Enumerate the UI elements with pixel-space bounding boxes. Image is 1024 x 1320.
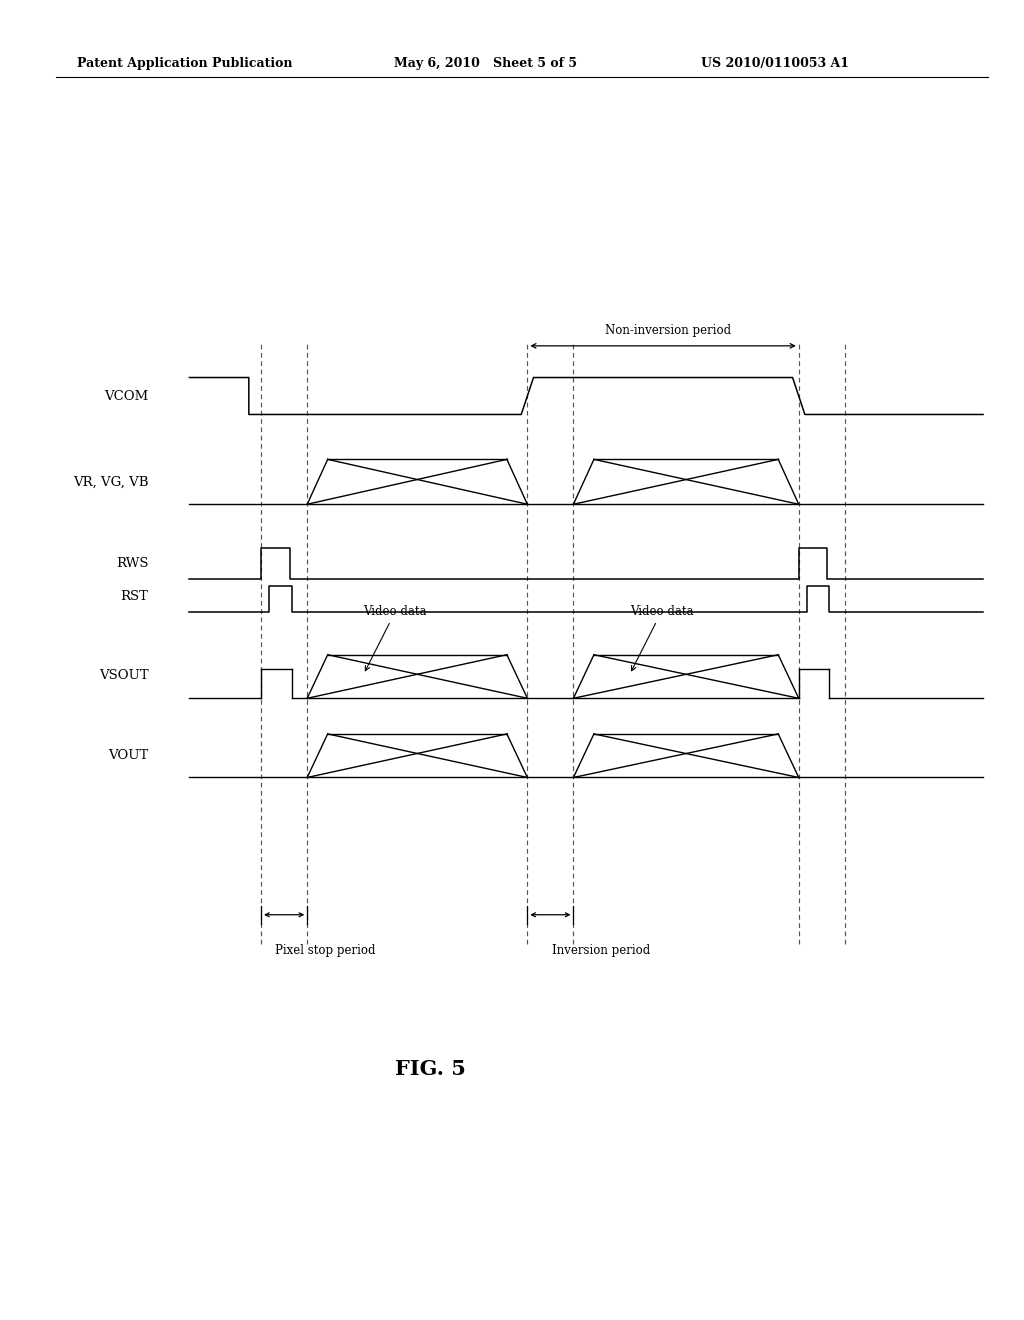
Text: Non-inversion period: Non-inversion period	[605, 323, 731, 337]
Text: Pixel stop period: Pixel stop period	[274, 944, 376, 957]
Text: Video data: Video data	[364, 605, 427, 671]
Text: Inversion period: Inversion period	[553, 944, 650, 957]
Text: Video data: Video data	[630, 605, 693, 671]
Text: FIG. 5: FIG. 5	[394, 1059, 466, 1080]
Text: RST: RST	[121, 590, 148, 603]
Text: VCOM: VCOM	[104, 389, 148, 403]
Text: Patent Application Publication: Patent Application Publication	[77, 57, 292, 70]
Text: May 6, 2010   Sheet 5 of 5: May 6, 2010 Sheet 5 of 5	[394, 57, 578, 70]
Text: VOUT: VOUT	[109, 748, 148, 762]
Text: VSOUT: VSOUT	[99, 669, 148, 682]
Text: RWS: RWS	[116, 557, 148, 570]
Text: US 2010/0110053 A1: US 2010/0110053 A1	[701, 57, 850, 70]
Text: VR, VG, VB: VR, VG, VB	[73, 475, 148, 488]
